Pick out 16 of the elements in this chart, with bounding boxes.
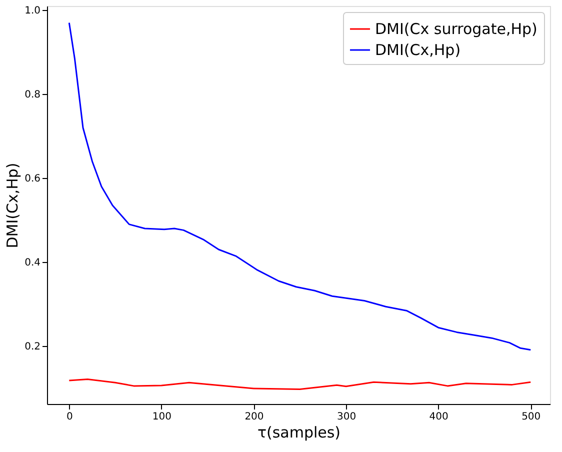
x-tick-label: 500	[522, 412, 541, 422]
x-tick-label: 100	[152, 412, 172, 422]
x-tick-label: 0	[66, 412, 73, 422]
x-axis-title: τ(samples)	[257, 424, 341, 442]
y-tick-label: 0.4	[24, 258, 40, 269]
x-tick-label: 400	[429, 412, 448, 422]
x-tick-label: 200	[244, 412, 264, 422]
y-tick-label: 0.8	[24, 90, 40, 101]
x-tick-label: 300	[336, 412, 356, 422]
legend-label: DMI(Cx,Hp)	[375, 41, 461, 59]
y-tick-label: 0.2	[24, 342, 40, 353]
y-axis-title: DMI(Cx,Hp)	[4, 162, 22, 248]
line-series	[68, 378, 532, 390]
y-tick-label: 0.6	[24, 174, 40, 185]
y-tick-label: 1.0	[24, 6, 40, 17]
legend-label: DMI(Cx surrogate,Hp)	[375, 20, 538, 38]
